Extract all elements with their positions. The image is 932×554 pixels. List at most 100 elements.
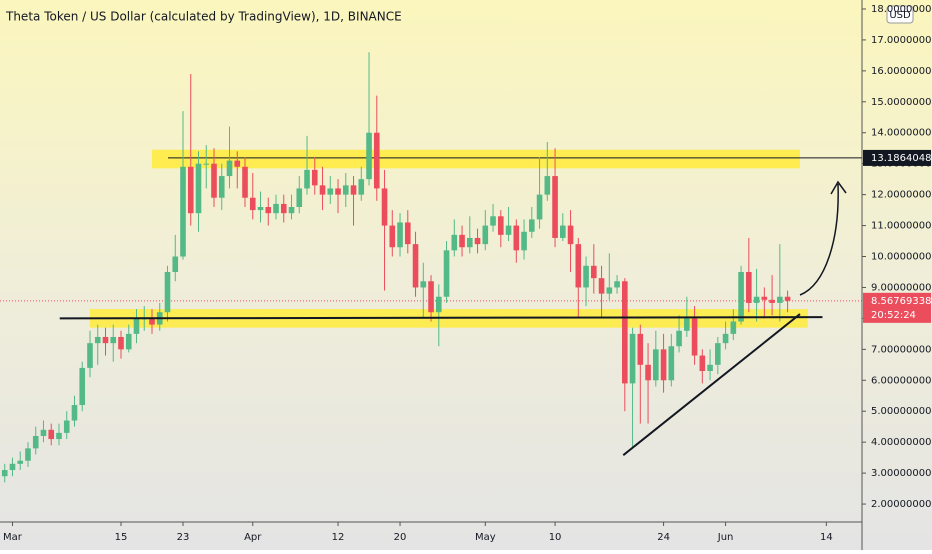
x-tick-label: Jun	[717, 532, 734, 543]
candle-body	[435, 296, 442, 313]
candle-body	[9, 463, 16, 471]
candle-body	[529, 219, 535, 232]
y-tick-label: 12.00000000	[871, 190, 932, 201]
x-tick-label: 20	[394, 532, 407, 543]
candle-body	[653, 349, 659, 381]
candle-body	[583, 265, 589, 288]
candle-body	[784, 296, 791, 301]
y-tick-label: 10.00000000	[871, 252, 932, 263]
candle-body	[598, 278, 605, 294]
y-tick-label: 17.00000000	[871, 35, 932, 46]
zone	[151, 149, 800, 169]
candle-body	[257, 207, 264, 211]
candle-body	[474, 237, 481, 245]
candle-body	[327, 188, 334, 195]
x-tick-label: 24	[657, 532, 670, 543]
candle-body	[25, 448, 31, 461]
plot-area	[0, 52, 862, 483]
candle-body	[715, 343, 721, 365]
candle-body	[32, 435, 39, 449]
candle-body	[110, 336, 117, 344]
candle-body	[707, 364, 713, 372]
candle-body	[180, 166, 186, 257]
currency-label: USD	[889, 10, 911, 21]
candle-body	[505, 225, 512, 235]
candle-body	[164, 271, 171, 313]
candle-body	[94, 336, 101, 344]
candle-body	[381, 188, 388, 226]
candle-body	[684, 318, 690, 331]
candle-body	[544, 176, 551, 195]
x-tick-label: Apr	[244, 532, 262, 543]
candle-body	[366, 132, 372, 180]
candle-body	[466, 237, 473, 248]
candle-body	[614, 281, 620, 288]
x-tick-label: May	[475, 532, 496, 543]
candle-body	[691, 318, 698, 356]
x-tick-label: 23	[177, 532, 190, 543]
candle-body	[118, 336, 124, 350]
arrow	[799, 180, 847, 296]
trendline	[622, 313, 801, 456]
candle-body	[226, 160, 233, 177]
candle-body	[342, 185, 349, 195]
candle-body	[575, 244, 582, 288]
y-tick-label: 14.00000000	[871, 128, 932, 139]
candle-body	[17, 460, 24, 464]
candle-body	[242, 166, 248, 198]
candle-body	[567, 225, 574, 245]
last-price-badge	[863, 292, 931, 323]
candle-body	[335, 188, 341, 195]
candle-body	[622, 281, 628, 384]
candle-body	[87, 343, 93, 368]
candle-body	[56, 432, 62, 440]
candle-body	[699, 355, 706, 372]
candle-body	[63, 420, 70, 433]
y-tick-label: 18.00000000	[871, 4, 932, 15]
currency-badge[interactable]	[886, 5, 914, 24]
candle-body	[730, 321, 737, 334]
x-tick-label: 10	[549, 532, 562, 543]
level-badge	[863, 149, 931, 166]
candle-body	[304, 169, 310, 189]
candle-body	[761, 296, 768, 300]
candle-body	[645, 364, 651, 381]
candle-body	[668, 346, 675, 381]
last-price-label: 8.56769338	[871, 296, 931, 307]
trendline	[59, 316, 823, 320]
candle-body	[79, 367, 86, 406]
y-tick-label: 9.00000000	[871, 282, 931, 293]
candle-body	[133, 318, 140, 334]
candle-body	[172, 256, 179, 272]
candle-body	[420, 281, 427, 288]
candle-body	[1, 470, 8, 477]
candle-body	[482, 225, 489, 245]
candle-body	[397, 222, 403, 248]
candle-body	[373, 132, 380, 189]
candle-body	[273, 203, 279, 214]
candle-body	[428, 281, 434, 313]
y-tick-label: 11.00000000	[871, 221, 932, 232]
candle-body	[48, 429, 55, 440]
x-tick-label: 14	[820, 532, 833, 543]
candle-body	[40, 429, 47, 436]
candle-body	[552, 176, 558, 238]
candle-body	[125, 333, 132, 350]
y-tick-label: 5.00000000	[871, 406, 931, 417]
candle-body	[280, 203, 287, 214]
countdown-label: 20:52:24	[871, 310, 916, 321]
candle-body	[753, 296, 760, 303]
candle-body	[203, 163, 210, 165]
candle-body	[265, 207, 272, 214]
candle-body	[722, 333, 729, 344]
y-tick-label: 4.00000000	[871, 437, 931, 448]
candle-body	[497, 216, 504, 235]
candle-body	[389, 225, 396, 248]
candle-body	[629, 333, 636, 384]
candle-body	[777, 296, 783, 303]
candle-body	[218, 176, 225, 198]
candle-body	[149, 318, 155, 325]
y-tick-label: 2.00000000	[871, 499, 931, 510]
x-tick-label: 12	[332, 532, 345, 543]
